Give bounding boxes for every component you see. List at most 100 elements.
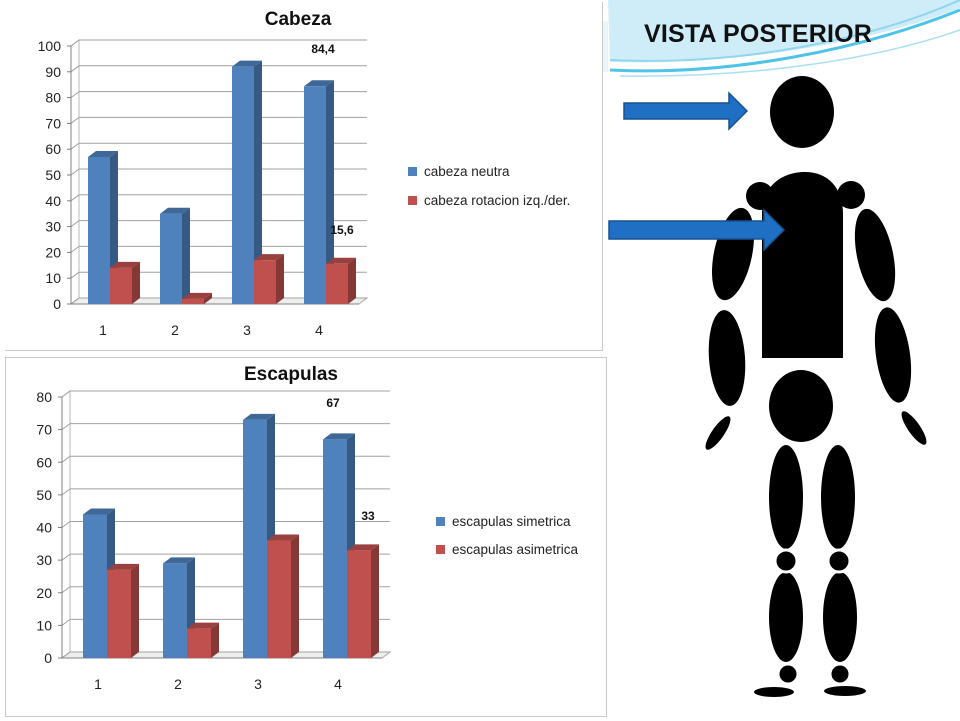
bar-front	[267, 540, 291, 658]
figure-head	[770, 76, 834, 148]
y-tick-label: 20	[45, 244, 61, 260]
chart-title: Escapulas	[244, 364, 338, 385]
bar-blue-2	[160, 207, 190, 304]
chart-cabeza-svg: 0 10 20 30 40 50 60 70 80 90 100 1 2 3 4 Cabeza 84,4 15,6…	[38, 9, 571, 338]
slide-title: VISTA POSTERIOR	[644, 20, 873, 48]
figure-right-upper-arm	[854, 208, 896, 302]
figure-left-thigh	[769, 445, 803, 549]
y-tick-label: 70	[36, 422, 52, 438]
bar-top	[107, 563, 139, 570]
figure-right-shoulder	[837, 181, 865, 209]
bar-top	[347, 544, 379, 551]
figure-right-thigh	[821, 445, 855, 549]
bar-side	[326, 80, 334, 304]
bar-front	[347, 550, 371, 658]
bar-red-2	[187, 622, 219, 658]
gridline-side	[61, 521, 71, 528]
y-tick-label: 0	[44, 650, 52, 666]
figure-left-shin	[769, 572, 803, 662]
bar-side	[254, 60, 262, 304]
body-figure	[608, 76, 927, 697]
bar-front	[254, 260, 276, 304]
y-tick-label: 60	[36, 454, 52, 470]
bar-front	[187, 628, 211, 658]
bar-top	[326, 257, 356, 264]
bar-front	[243, 419, 267, 658]
gridline-side	[61, 618, 71, 626]
y-tick-label: 60	[45, 141, 61, 157]
bar-side	[182, 207, 190, 304]
legend-label: escapulas asimetrica	[452, 542, 579, 557]
legend-label: escapulas simetrica	[452, 514, 571, 529]
x-tick-label: 4	[334, 676, 342, 692]
gridline-side	[61, 651, 71, 659]
bar-front	[163, 563, 187, 658]
legend-swatch	[408, 196, 417, 205]
chart-escapulas-svg: 0 10 20 30 40 50 60 70 80 1 2 3 4 Escapulas 67 33 escapu…	[36, 364, 579, 692]
gridline-side	[70, 142, 80, 150]
y-tick-label: 30	[36, 552, 52, 568]
x-tick-label: 1	[94, 676, 102, 692]
gridline-side	[70, 271, 80, 279]
figure-left-upper-arm	[712, 207, 754, 301]
y-tick-label: 80	[45, 90, 61, 106]
gridline-side	[70, 245, 80, 253]
y-tick-label: 30	[45, 219, 61, 235]
y-tick-label: 0	[53, 296, 61, 312]
gridline-side	[61, 423, 71, 431]
y-tick-label: 10	[45, 270, 61, 286]
x-tick-label: 2	[174, 676, 182, 692]
chart-escapulas: 0 10 20 30 40 50 60 70 80 1 2 3 4 Escapulas 67 33 escapu…	[5, 357, 607, 717]
gridline-side	[61, 488, 71, 496]
y-tick-label: 40	[36, 520, 52, 536]
gridline-side	[61, 586, 71, 594]
y-tick-label: 20	[36, 585, 52, 601]
y-tick-label: 80	[36, 389, 52, 405]
data-label-series1-cat4: 84,4	[311, 42, 335, 56]
bar-top	[232, 60, 262, 67]
bar-front	[160, 213, 182, 304]
figure-right-knee	[828, 550, 850, 572]
bar-front	[232, 66, 254, 304]
bar-red-3	[254, 254, 284, 304]
gridline-side	[70, 297, 80, 305]
y-tick-label: 90	[45, 64, 61, 80]
gridline-side	[61, 455, 71, 463]
legend-swatch	[408, 167, 417, 176]
x-tick-label: 1	[99, 322, 107, 338]
bar-blue-3	[232, 60, 262, 304]
legend-swatch	[436, 545, 445, 554]
figure-right-foot	[824, 686, 866, 696]
gridline-side	[70, 117, 80, 124]
y-tick-label: 50	[36, 487, 52, 503]
figure-pelvis	[769, 370, 833, 442]
y-tick-label: 40	[45, 193, 61, 209]
y-tick-label: 70	[45, 115, 61, 131]
chart-cabeza: 0 10 20 30 40 50 60 70 80 90 100 1 2 3 4 Cabeza 84,4 15,6…	[5, 2, 603, 351]
bar-top	[163, 557, 195, 564]
legend-swatch	[436, 517, 445, 526]
figure-right-hand	[901, 411, 927, 445]
bar-red-1	[107, 563, 139, 658]
bar-front	[323, 439, 347, 658]
gridline-side	[61, 390, 71, 398]
arrow-head-icon	[623, 91, 749, 131]
x-tick-label: 3	[243, 322, 251, 338]
data-label-series2-cat4: 15,6	[330, 223, 354, 237]
bar-red-4	[347, 544, 379, 658]
chart-title: Cabeza	[265, 9, 332, 30]
x-tick-label: 4	[315, 322, 323, 338]
figure-left-knee	[775, 550, 797, 572]
bar-red-2	[182, 292, 212, 304]
legend-label: cabeza rotacion izq./der.	[424, 193, 570, 208]
data-label-series2-cat4: 33	[361, 509, 375, 523]
bar-top	[110, 261, 140, 268]
bar-top	[254, 254, 284, 261]
y-tick-label: 50	[45, 167, 61, 183]
bar-top	[304, 80, 334, 87]
bar-top	[267, 534, 299, 541]
bar-front	[182, 298, 204, 304]
gridline-side	[70, 39, 80, 47]
bar-front	[326, 263, 348, 304]
gridline-side	[70, 91, 80, 98]
